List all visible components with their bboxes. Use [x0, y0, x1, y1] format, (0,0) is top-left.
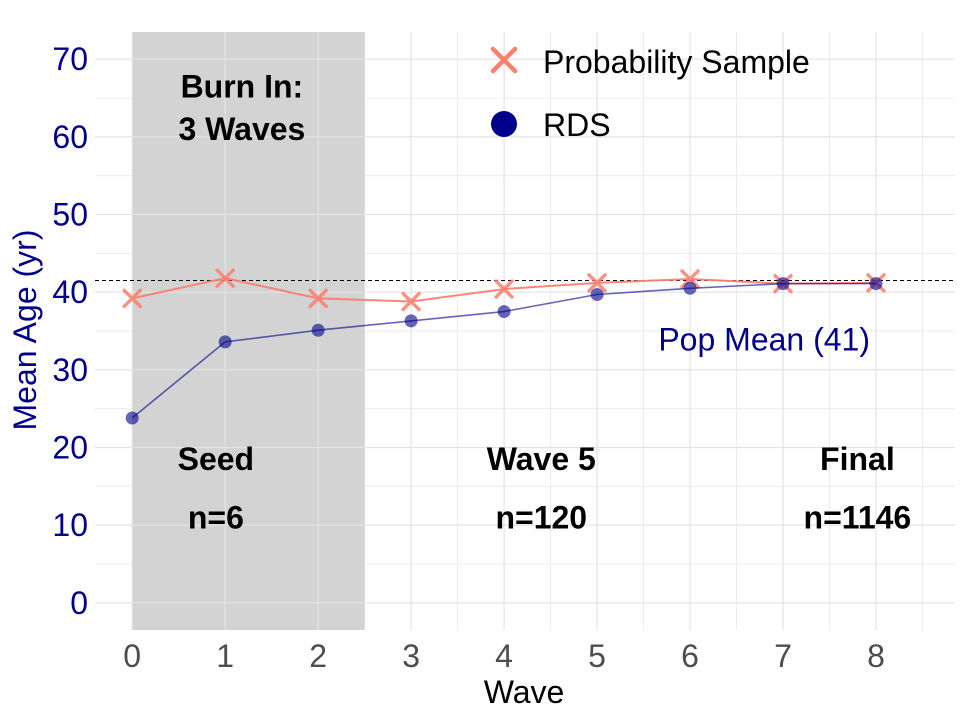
annotation-line: n=6	[188, 499, 244, 535]
data-point-stroke	[308, 288, 328, 309]
annotations: Burn In: 3 Waves Seed n=6 Wave 5 n=120 Final n=…	[178, 68, 912, 535]
series-rds	[125, 277, 883, 425]
data-point-x	[215, 268, 235, 288]
x-tick-label: 4	[495, 638, 513, 674]
annotation-line: Seed	[178, 441, 254, 477]
legend-circle	[491, 111, 517, 137]
y-tick-label: 70	[52, 41, 88, 77]
data-point-circle	[218, 335, 232, 349]
data-point-stroke	[680, 269, 700, 289]
annotation-0: Burn In: 3 Waves	[178, 68, 305, 147]
legend-circle-marker-icon	[491, 111, 517, 137]
annotation-line: n=120	[495, 499, 587, 535]
legend-item-probability-sample: Probability Sample	[490, 44, 810, 80]
y-tick-label: 30	[52, 352, 88, 388]
data-point-circle	[776, 277, 790, 291]
legend: Probability Sample RDS	[490, 44, 810, 143]
legend-item-rds: RDS	[491, 107, 611, 143]
x-tick-label: 1	[216, 638, 234, 674]
annotation-line: 3 Waves	[178, 111, 305, 147]
y-tick-label: 60	[52, 119, 88, 155]
annotation-line: Final	[820, 441, 895, 477]
y-tick-label: 40	[52, 274, 88, 310]
series-layer	[122, 268, 886, 425]
y-tick-label: 0	[70, 585, 88, 621]
burn-in-region	[132, 32, 365, 630]
y-tick-label: 10	[52, 507, 88, 543]
data-point-stroke	[122, 288, 142, 309]
data-point-x	[587, 273, 607, 293]
data-point-circle	[125, 411, 139, 425]
x-tick-label: 0	[123, 638, 141, 674]
legend-label-rds: RDS	[543, 107, 611, 143]
data-point-stroke	[494, 279, 514, 299]
data-point-circle	[404, 314, 418, 328]
data-point-circle	[590, 287, 604, 301]
annotation-line: n=1146	[804, 499, 912, 535]
data-point-stroke	[587, 273, 607, 293]
y-axis-ticks: 0 10 20 30 40 50 60 70	[52, 41, 88, 621]
annotation-line: Wave 5	[487, 441, 596, 477]
data-point-stroke	[401, 291, 421, 312]
x-tick-label: 8	[867, 638, 885, 674]
data-point-x	[122, 288, 142, 309]
x-tick-label: 7	[774, 638, 792, 674]
data-point-circle	[869, 277, 883, 291]
data-point-x	[401, 291, 421, 312]
data-point-stroke	[215, 268, 235, 288]
annotation-line: Burn In:	[181, 68, 304, 104]
burn-in-shade	[132, 32, 365, 630]
x-tick-label: 3	[402, 638, 420, 674]
x-tick-label: 2	[309, 638, 327, 674]
legend-x-marker-icon	[490, 46, 518, 74]
y-tick-label: 50	[52, 197, 88, 233]
data-point-circle	[497, 305, 511, 319]
annotation-2: Wave 5 n=120	[487, 441, 596, 535]
legend-x-stroke	[490, 46, 518, 74]
x-axis-ticks: 0 1 2 3 4 5 6 7 8	[123, 638, 885, 674]
series-probability-sample	[122, 268, 886, 312]
data-point-x	[680, 269, 700, 289]
annotation-1: Seed n=6	[178, 441, 254, 535]
data-point-circle	[311, 323, 325, 337]
annotation-3: Final n=1146	[804, 441, 912, 535]
x-tick-label: 6	[681, 638, 699, 674]
legend-label-probability-sample: Probability Sample	[543, 44, 810, 80]
data-point-circle	[683, 281, 697, 295]
y-axis-title: Mean Age (yr)	[7, 230, 43, 431]
y-tick-label: 20	[52, 429, 88, 465]
data-point-x	[494, 279, 514, 299]
population-mean-label: Pop Mean (41)	[658, 321, 870, 357]
x-tick-label: 5	[588, 638, 606, 674]
x-axis-title: Wave	[484, 674, 565, 710]
data-point-x	[308, 288, 328, 309]
